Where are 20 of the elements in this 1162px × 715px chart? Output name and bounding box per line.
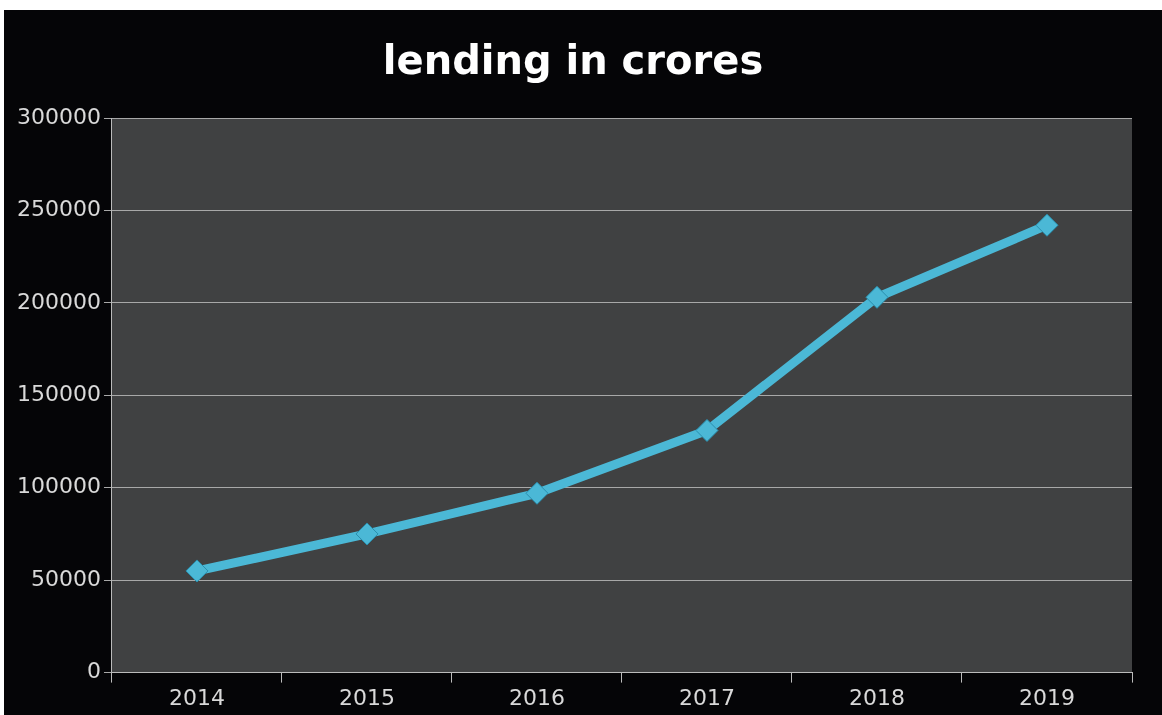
point bbox=[185, 559, 209, 583]
x-tick-label: 2015 bbox=[338, 684, 395, 710]
y-tick-label: 200000 bbox=[17, 288, 101, 314]
y-tick-label: 250000 bbox=[17, 196, 101, 222]
point bbox=[525, 481, 549, 505]
y-tick-label: 50000 bbox=[30, 565, 101, 591]
y-tick-label: 100000 bbox=[17, 473, 101, 499]
point bbox=[355, 522, 379, 546]
point bbox=[695, 418, 719, 442]
y-tick-label: 0 bbox=[86, 658, 101, 684]
x-tick-label: 2017 bbox=[678, 684, 735, 710]
x-tick-label: 2018 bbox=[849, 684, 905, 710]
x-tick-label: 2016 bbox=[508, 684, 565, 710]
x-tick-label: 2019 bbox=[1019, 684, 1075, 710]
x-tick-label: 2014 bbox=[168, 684, 225, 710]
point bbox=[1035, 213, 1059, 237]
y-tick-label: 300000 bbox=[17, 103, 101, 129]
chart-title: lending in crores bbox=[382, 37, 764, 84]
point bbox=[865, 285, 889, 309]
y-tick-label: 150000 bbox=[17, 381, 101, 407]
